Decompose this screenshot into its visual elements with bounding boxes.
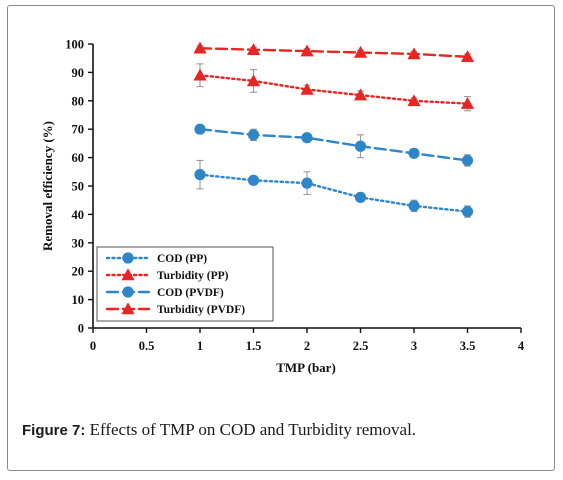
series-2 xyxy=(194,123,474,167)
data-point xyxy=(301,177,313,189)
figure-caption-label: Figure 7: xyxy=(22,422,86,439)
legend-marker xyxy=(122,286,134,298)
figure-frame xyxy=(7,5,555,471)
legend-item: Turbidity (PVDF) xyxy=(105,302,245,316)
x-tick-label: 0 xyxy=(90,339,96,353)
data-point xyxy=(300,82,314,95)
y-axis-title: Removal efficiency (%) xyxy=(40,121,55,251)
data-point xyxy=(194,169,206,181)
legend-label: COD (PP) xyxy=(157,253,207,265)
data-point xyxy=(301,132,313,144)
legend-marker xyxy=(121,268,135,281)
y-tick-label: 70 xyxy=(72,123,85,137)
data-point xyxy=(247,174,260,186)
x-tick-label: 3 xyxy=(411,339,417,353)
series-layer xyxy=(193,41,475,218)
data-point xyxy=(353,45,368,58)
data-point xyxy=(408,200,420,212)
y-tick-label: 100 xyxy=(65,38,84,52)
data-point xyxy=(300,44,314,57)
x-tick-label: 2 xyxy=(304,339,310,353)
legend-label: COD (PVDF) xyxy=(157,287,224,299)
figure-caption: Figure 7: Effects of TMP on COD and Turb… xyxy=(22,420,416,440)
data-point xyxy=(461,205,474,218)
y-tick-label: 60 xyxy=(72,151,85,165)
data-point xyxy=(246,74,261,87)
legend-item: COD (PP) xyxy=(105,252,207,265)
x-tick-label: 3.5 xyxy=(460,339,476,353)
series-line xyxy=(198,74,469,105)
series-3 xyxy=(193,41,475,63)
legend-label: Turbidity (PVDF) xyxy=(157,304,245,316)
x-ticks: 0 0.5 1 1.5 2 2.5 3 3.5 4 xyxy=(90,328,525,353)
x-tick-label: 1 xyxy=(197,339,203,353)
data-point xyxy=(353,88,368,101)
legend-label: Turbidity (PP) xyxy=(157,270,229,282)
x-tick-label: 1.5 xyxy=(246,339,262,353)
legend: COD (PP) Turbidity (PP) COD (PVDF) Turbidit… xyxy=(96,246,274,322)
y-tick-label: 0 xyxy=(78,322,84,336)
y-tick-label: 80 xyxy=(72,94,85,108)
y-tick-label: 50 xyxy=(72,180,85,194)
data-point xyxy=(354,140,367,152)
y-ticks: 0 10 20 30 40 50 60 70 80 90 100 xyxy=(65,38,93,336)
legend-item: COD (PVDF) xyxy=(105,286,224,299)
y-tick-label: 10 xyxy=(72,293,85,307)
data-point xyxy=(193,68,207,81)
series-1 xyxy=(193,63,475,112)
figure-caption-text: Effects of TMP on COD and Turbidity remo… xyxy=(85,420,417,439)
data-point xyxy=(460,97,475,109)
series-line xyxy=(198,127,469,162)
data-point xyxy=(407,94,421,107)
data-point xyxy=(193,41,207,54)
data-point xyxy=(407,47,421,60)
x-tick-label: 0.5 xyxy=(139,339,155,353)
y-tick-label: 20 xyxy=(72,265,85,279)
legend-marker xyxy=(122,252,134,264)
y-tick-label: 90 xyxy=(72,66,85,80)
y-tick-label: 40 xyxy=(72,208,85,222)
data-point xyxy=(460,50,475,63)
data-point xyxy=(461,154,474,167)
legend-marker xyxy=(121,302,135,315)
y-tick-label: 30 xyxy=(72,236,85,250)
data-point xyxy=(354,191,367,203)
data-point xyxy=(408,147,420,159)
x-axis-title: TMP (bar) xyxy=(276,360,336,375)
series-0 xyxy=(194,159,474,218)
series-line xyxy=(198,173,469,213)
data-point xyxy=(194,123,206,135)
legend-item: Turbidity (PP) xyxy=(105,268,229,282)
x-tick-label: 2.5 xyxy=(353,339,369,353)
data-point xyxy=(246,43,261,55)
x-tick-label: 4 xyxy=(518,339,525,353)
data-point xyxy=(247,129,260,141)
series-line xyxy=(198,47,469,58)
